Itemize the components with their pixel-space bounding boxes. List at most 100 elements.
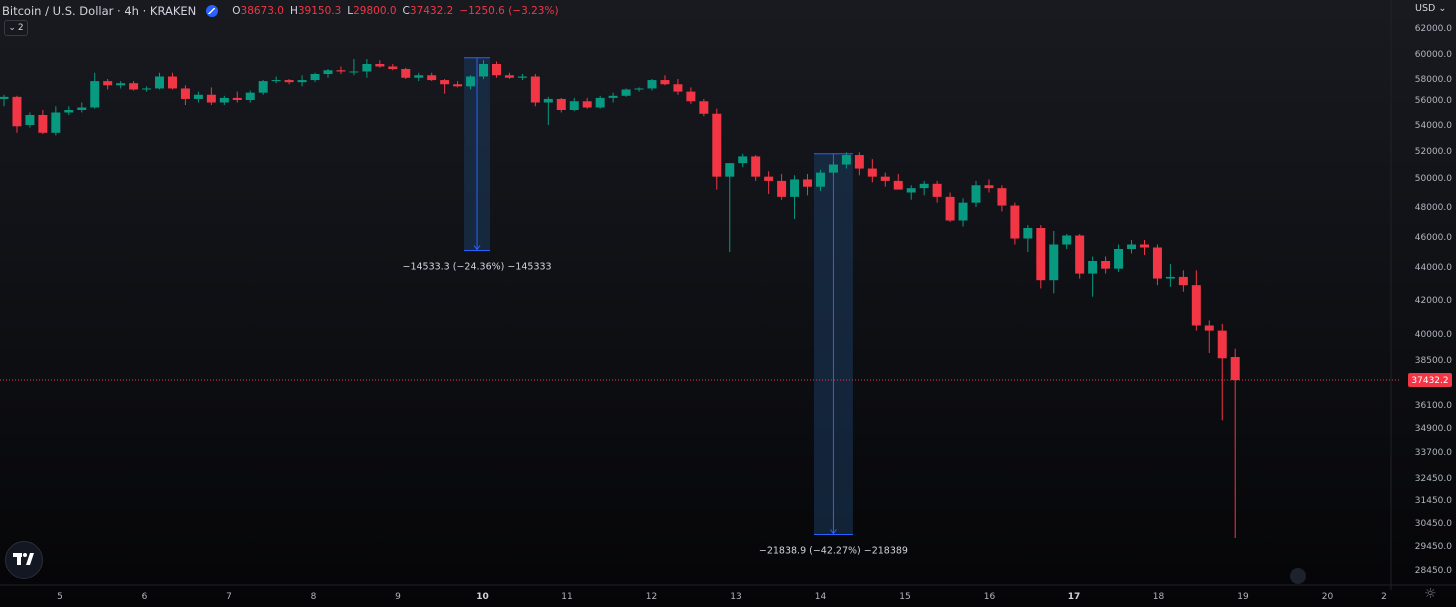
candle-body xyxy=(686,91,696,102)
candle-body xyxy=(764,176,774,181)
candle-body xyxy=(297,80,307,83)
time-tick-label: 7 xyxy=(226,592,232,602)
time-tick-label: 6 xyxy=(142,592,148,602)
candle-body xyxy=(543,98,553,103)
candle-body xyxy=(1139,244,1149,248)
candle-body xyxy=(660,80,670,85)
candle-body xyxy=(116,83,126,86)
time-tick-label: 20 xyxy=(1322,592,1334,602)
candle-body xyxy=(880,176,890,181)
time-tick-label: 5 xyxy=(57,592,63,602)
candle-body xyxy=(621,89,631,96)
price-tick-label: 44000.0 xyxy=(1415,263,1452,273)
candle-body xyxy=(1036,228,1046,281)
candle-body xyxy=(414,75,424,78)
candle-body xyxy=(401,69,411,78)
candle-body xyxy=(1178,276,1188,286)
candle-body xyxy=(1152,247,1162,279)
price-tick-label: 54000.0 xyxy=(1415,121,1452,131)
candle-body xyxy=(634,88,644,90)
time-tick-label: 2 xyxy=(1381,592,1387,602)
time-tick-label: 13 xyxy=(730,592,741,602)
candle-body xyxy=(206,94,216,103)
candle-body xyxy=(504,75,514,78)
candle-body xyxy=(90,81,100,108)
replay-icon[interactable] xyxy=(206,5,219,17)
tradingview-logo[interactable] xyxy=(5,541,43,579)
time-tick-label: 15 xyxy=(899,592,910,602)
indicators-count: 2 xyxy=(17,23,24,33)
indicators-toggle[interactable]: ⌄ 2 xyxy=(4,20,28,36)
candle-body xyxy=(427,75,437,81)
candle-body xyxy=(1062,235,1072,245)
symbol-header: Bitcoin / U.S. Dollar · 4h · KRAKEN O 386… xyxy=(2,3,559,19)
price-tick-label: 42000.0 xyxy=(1415,296,1452,306)
candle-body xyxy=(751,156,761,177)
candle-body xyxy=(932,183,942,197)
price-tick-label: 34900.0 xyxy=(1415,424,1452,434)
price-tick-label: 40000.0 xyxy=(1415,330,1452,340)
price-tick-label: 50000.0 xyxy=(1415,174,1452,184)
candle-body xyxy=(38,115,48,133)
candle-body xyxy=(12,96,22,127)
candle-body xyxy=(647,80,657,89)
gear-icon[interactable]: ☼ xyxy=(1424,586,1437,602)
candle-body xyxy=(530,76,540,103)
candle-body xyxy=(790,179,800,197)
candle-body xyxy=(608,95,618,98)
price-tick-label: 52000.0 xyxy=(1415,147,1452,157)
candle-body xyxy=(867,168,877,177)
open-value: 38673.0 xyxy=(240,5,284,17)
price-tick-label: 38500.0 xyxy=(1415,356,1452,366)
current-price-tag xyxy=(1408,373,1452,388)
chevron-down-icon: ⌄ xyxy=(8,23,16,33)
candle-body xyxy=(1010,205,1020,239)
candle-body xyxy=(673,84,683,92)
price-tick-label: 46000.0 xyxy=(1415,233,1452,243)
scroll-to-realtime-button[interactable] xyxy=(1290,568,1306,584)
candle-body xyxy=(51,112,61,133)
price-tick-label: 62000.0 xyxy=(1415,24,1452,34)
candle-body xyxy=(893,180,903,190)
candle-body xyxy=(958,202,968,221)
candle-body xyxy=(803,179,813,187)
high-value: 39150.3 xyxy=(297,5,342,17)
current-price-label: 37432.2 xyxy=(1411,376,1448,386)
candle-body xyxy=(453,84,463,87)
candle-body xyxy=(103,81,113,86)
candle-body xyxy=(1101,261,1111,269)
price-tick-label: 48000.0 xyxy=(1415,203,1452,213)
candle-body xyxy=(155,76,165,89)
candle-body xyxy=(854,155,864,169)
candle-body xyxy=(64,110,74,113)
candle-body xyxy=(777,180,787,197)
low-value: 29800.0 xyxy=(353,5,397,17)
price-tick-label: 36100.0 xyxy=(1415,401,1452,411)
symbol-title[interactable]: Bitcoin / U.S. Dollar · 4h · KRAKEN xyxy=(2,4,197,18)
candle-body xyxy=(349,71,359,73)
candle-body xyxy=(258,81,268,93)
candle-body xyxy=(1049,244,1059,281)
time-tick-label: 14 xyxy=(815,592,827,602)
price-tick-label: 33700.0 xyxy=(1415,448,1452,458)
candle-body xyxy=(129,83,139,90)
currency-label: USD xyxy=(1415,3,1436,14)
candle-body xyxy=(323,70,333,74)
change-value: −1250.6 (−3.23%) xyxy=(459,5,559,17)
tv-logo-icon xyxy=(13,553,34,565)
candle-body xyxy=(725,163,735,177)
candle-body xyxy=(699,101,709,114)
price-tick-label: 30450.0 xyxy=(1415,519,1452,529)
candle-body xyxy=(828,164,838,173)
candle-body xyxy=(336,70,346,72)
chevron-down-icon: ⌄ xyxy=(1438,3,1447,14)
candle-body xyxy=(595,97,605,108)
candle-body xyxy=(466,76,476,87)
candle-body xyxy=(1165,276,1175,279)
currency-selector[interactable]: USD ⌄ xyxy=(1415,3,1446,14)
candle-body xyxy=(1230,357,1240,381)
candle-body xyxy=(25,115,35,125)
candle-body xyxy=(815,172,825,187)
